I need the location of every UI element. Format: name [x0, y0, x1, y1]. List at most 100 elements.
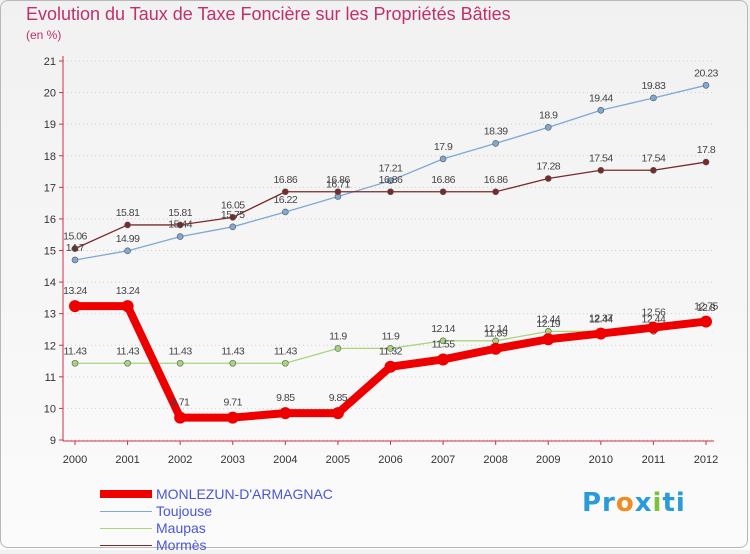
- data-label-monlezun-d-armagnac-2004: 9.85: [276, 392, 295, 404]
- data-label-monlezun-d-armagnac-2009: 12.19: [536, 318, 560, 330]
- data-label-maupas-2008: 12.14: [484, 323, 508, 335]
- x-tick-label: 2002: [168, 454, 192, 466]
- data-label-maupas-2004: 11.43: [274, 345, 298, 357]
- point-toujouse-2012: [702, 82, 710, 89]
- point-maupas-2004: [282, 359, 289, 367]
- y-tick-label: 9: [50, 435, 56, 447]
- data-label-morm-s-2012: 17.8: [697, 144, 716, 156]
- data-label-layer: 14.7 14.99 15.44 15.75 16.22 16.71 17.21 17.9 18…: [63, 67, 719, 408]
- point-toujouse-2000: [71, 256, 79, 264]
- point-morm-s-2006: [387, 188, 394, 196]
- point-morm-s-2003: [229, 214, 237, 221]
- data-label-monlezun-d-armagnac-2007: 11.55: [432, 338, 456, 350]
- data-label-toujouse-2003: 15.75: [221, 209, 245, 221]
- point-maupas-2006: [387, 345, 394, 352]
- point-morm-s-2004: [282, 188, 289, 196]
- point-morm-s-2012: [702, 158, 710, 166]
- data-label-morm-s-2004: 16.86: [273, 174, 297, 186]
- chart-title: Evolution du Taux de Taxe Foncière sur l…: [26, 4, 511, 24]
- point-toujouse-2001: [124, 247, 131, 255]
- point-morm-s-2009: [544, 175, 552, 182]
- legend-swatch-maupas: [100, 528, 152, 529]
- point-maupas-2005: [334, 345, 342, 352]
- x-tick-label: 2007: [431, 454, 455, 466]
- legend-item-mormes: Mormès: [100, 537, 420, 554]
- data-label-monlezun-d-armagnac-2012: 12.75: [694, 301, 718, 313]
- point-monlezun-d-armagnac-2002: [174, 411, 187, 424]
- data-label-toujouse-2002: 15.44: [168, 219, 192, 231]
- data-label-toujouse-2004: 16.22: [273, 194, 297, 206]
- series-layer: [69, 82, 712, 424]
- y-tick-label: 15: [44, 246, 56, 258]
- data-label-toujouse-2006: 17.21: [379, 163, 403, 175]
- data-label-toujouse-2005: 16.71: [326, 178, 350, 190]
- point-monlezun-d-armagnac-2005: [331, 407, 344, 420]
- y-tick-label: 21: [44, 56, 56, 68]
- point-toujouse-2006: [387, 177, 394, 185]
- y-tick-label: 19: [44, 119, 56, 131]
- point-toujouse-2007: [439, 155, 447, 163]
- data-label-monlezun-d-armagnac-2005: 9.85: [329, 392, 348, 404]
- legend-item-toujouse: Toujouse: [100, 503, 420, 520]
- data-label-monlezun-d-armagnac-2008: 11.89: [484, 328, 508, 340]
- x-tick-label: 2010: [589, 454, 613, 466]
- axes: 9 10 11 12 13 14 15 16 17 18 19 20 21 2000 2001 2002 200…: [44, 56, 718, 466]
- data-label-morm-s-2002: 15.81: [168, 207, 192, 219]
- x-tick-label: 2003: [221, 454, 245, 466]
- point-toujouse-2010: [597, 106, 605, 114]
- data-label-monlezun-d-armagnac-2011: 12.56: [642, 307, 666, 319]
- point-morm-s-2007: [439, 188, 447, 196]
- y-tick-label: 16: [44, 214, 56, 226]
- x-tick-label: 2008: [483, 454, 507, 466]
- point-maupas-2002: [176, 359, 184, 367]
- legend-swatch-monlezun: [100, 490, 152, 498]
- x-tick-label: 2001: [115, 454, 139, 466]
- legend-swatch-toujouse: [100, 511, 152, 512]
- y-tick-label: 11: [45, 372, 56, 384]
- data-label-morm-s-2005: 16.86: [326, 174, 350, 186]
- series-monlezun-d-armagnac: [69, 300, 712, 424]
- series-toujouse: [71, 82, 710, 264]
- data-label-morm-s-2000: 15.06: [63, 231, 87, 243]
- data-label-monlezun-d-armagnac-2006: 11.32: [379, 346, 403, 358]
- data-label-morm-s-2009: 17.28: [536, 160, 560, 172]
- point-monlezun-d-armagnac-2010: [594, 327, 607, 340]
- point-toujouse-2004: [282, 208, 289, 216]
- x-tick-label: 2005: [326, 454, 350, 466]
- point-monlezun-d-armagnac-2003: [226, 411, 239, 424]
- x-tick-label: 2012: [694, 454, 718, 466]
- data-label-morm-s-2008: 16.86: [484, 174, 508, 186]
- legend-label-monlezun: MONLEZUN-D'ARMAGNAC: [156, 486, 333, 502]
- point-morm-s-2011: [650, 166, 657, 174]
- data-label-toujouse-2008: 18.39: [484, 125, 508, 137]
- point-monlezun-d-armagnac-2009: [542, 333, 555, 346]
- series-morm-s: [71, 158, 710, 252]
- x-tick-label: 2000: [63, 454, 87, 466]
- legend-item-monlezun: MONLEZUN-D'ARMAGNAC: [100, 486, 420, 503]
- data-label-morm-s-2006: 16.86: [379, 174, 403, 186]
- y-tick-label: 10: [44, 403, 56, 415]
- x-tick-label: 2011: [642, 454, 666, 466]
- point-maupas-2000: [71, 359, 79, 367]
- point-morm-s-2002: [176, 221, 184, 229]
- point-monlezun-d-armagnac-2011: [647, 321, 660, 334]
- y-tick-label: 13: [44, 309, 56, 321]
- data-label-maupas-2005: 11.9: [329, 330, 347, 342]
- data-label-morm-s-2003: 16.05: [221, 199, 245, 211]
- data-label-maupas-2003: 11.43: [221, 345, 245, 357]
- point-morm-s-2001: [124, 221, 131, 229]
- point-toujouse-2009: [544, 124, 552, 131]
- point-toujouse-2003: [229, 223, 237, 231]
- point-monlezun-d-armagnac-2012: [700, 315, 712, 328]
- legend-swatch-mormes: [100, 545, 152, 546]
- data-label-maupas-2009: 12.44: [536, 313, 560, 325]
- point-toujouse-2002: [176, 233, 184, 240]
- data-label-maupas-2011: 12.44: [642, 313, 666, 325]
- x-tick-label: 2004: [273, 454, 297, 466]
- data-label-morm-s-2011: 17.54: [642, 152, 666, 164]
- x-tick-label: 2006: [378, 454, 402, 466]
- data-label-toujouse-2001: 14.99: [116, 233, 140, 245]
- data-label-monlezun-d-armagnac-2000: 13.24: [63, 285, 87, 297]
- data-label-morm-s-2001: 15.81: [116, 207, 140, 219]
